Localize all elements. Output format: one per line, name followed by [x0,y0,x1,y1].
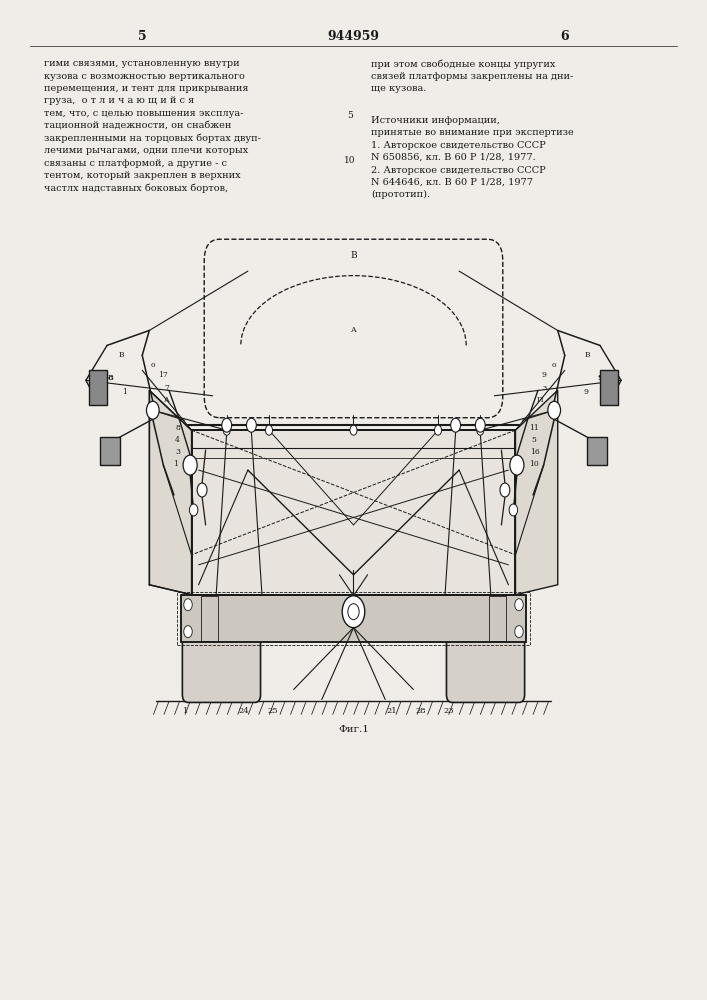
Text: 24: 24 [239,707,250,715]
Text: 1: 1 [182,707,188,715]
Bar [181,595,526,642]
Circle shape [348,604,359,620]
Circle shape [350,425,357,435]
Text: 8: 8 [107,374,114,382]
Text: 11: 11 [529,424,539,432]
Text: 6: 6 [561,30,569,43]
Text: П: П [537,396,544,404]
Polygon shape [515,390,558,595]
Bar [177,592,530,645]
Text: В: В [350,251,357,260]
Text: 17: 17 [158,371,168,379]
Text: 9: 9 [583,388,588,396]
Text: 4: 4 [175,436,180,444]
Circle shape [477,425,484,435]
Text: В: В [118,351,124,359]
Text: 8: 8 [175,424,180,432]
Circle shape [515,626,523,638]
FancyBboxPatch shape [446,632,525,702]
Circle shape [146,401,159,419]
Text: В: В [585,351,590,359]
Text: Фиг.1: Фиг.1 [338,725,369,734]
Bar [192,430,515,595]
Text: А: А [351,326,356,334]
Text: 16: 16 [530,448,540,456]
Text: о: о [151,361,155,369]
Text: 21: 21 [387,707,397,715]
Circle shape [342,596,365,628]
Bar [201,596,218,641]
Circle shape [548,401,561,419]
Text: 10: 10 [529,460,539,468]
Circle shape [509,504,518,516]
Text: 28: 28 [415,707,426,715]
Bar [192,430,515,595]
Text: гими связями, установленную внутри
кузова с возможностью вертикального
перемещен: гими связями, установленную внутри кузов… [44,59,260,193]
Circle shape [197,483,207,497]
Polygon shape [149,390,192,595]
Text: 23: 23 [443,707,454,715]
Text: при этом свободные концы упругих
связей платформы закреплены на дни-
ще кузова.: при этом свободные концы упругих связей … [371,59,573,93]
Circle shape [510,455,524,475]
Circle shape [500,483,510,497]
Circle shape [450,418,460,432]
Bar [100,437,119,465]
Text: 944959: 944959 [327,30,380,43]
Text: 25: 25 [267,707,278,715]
Text: Источники информации,
принятые во внимание при экспертизе
1. Авторское свидетель: Источники информации, принятые во вниман… [371,116,574,199]
Circle shape [222,418,232,432]
Circle shape [435,425,442,435]
Circle shape [265,425,272,435]
Bar [600,370,618,405]
Text: 7: 7 [165,384,169,392]
Circle shape [223,425,230,435]
FancyBboxPatch shape [182,632,261,702]
Text: 1: 1 [122,388,127,396]
Circle shape [247,418,257,432]
Text: о: о [552,361,556,369]
Circle shape [475,418,485,432]
Text: 1: 1 [174,460,178,468]
Bar [89,370,107,405]
Circle shape [184,599,192,611]
Text: з: з [543,384,547,392]
Circle shape [184,626,192,638]
Bar [181,595,526,642]
Text: 9: 9 [541,371,546,379]
Circle shape [189,504,198,516]
Text: А: А [164,396,170,404]
Text: 5: 5 [347,111,353,120]
Text: 5: 5 [532,436,536,444]
Circle shape [515,599,523,611]
Text: 3: 3 [175,448,180,456]
Text: 5: 5 [138,30,146,43]
Text: 9: 9 [597,374,603,382]
Bar [489,596,506,641]
Bar [588,437,607,465]
Text: 10: 10 [344,156,356,165]
Circle shape [183,455,197,475]
